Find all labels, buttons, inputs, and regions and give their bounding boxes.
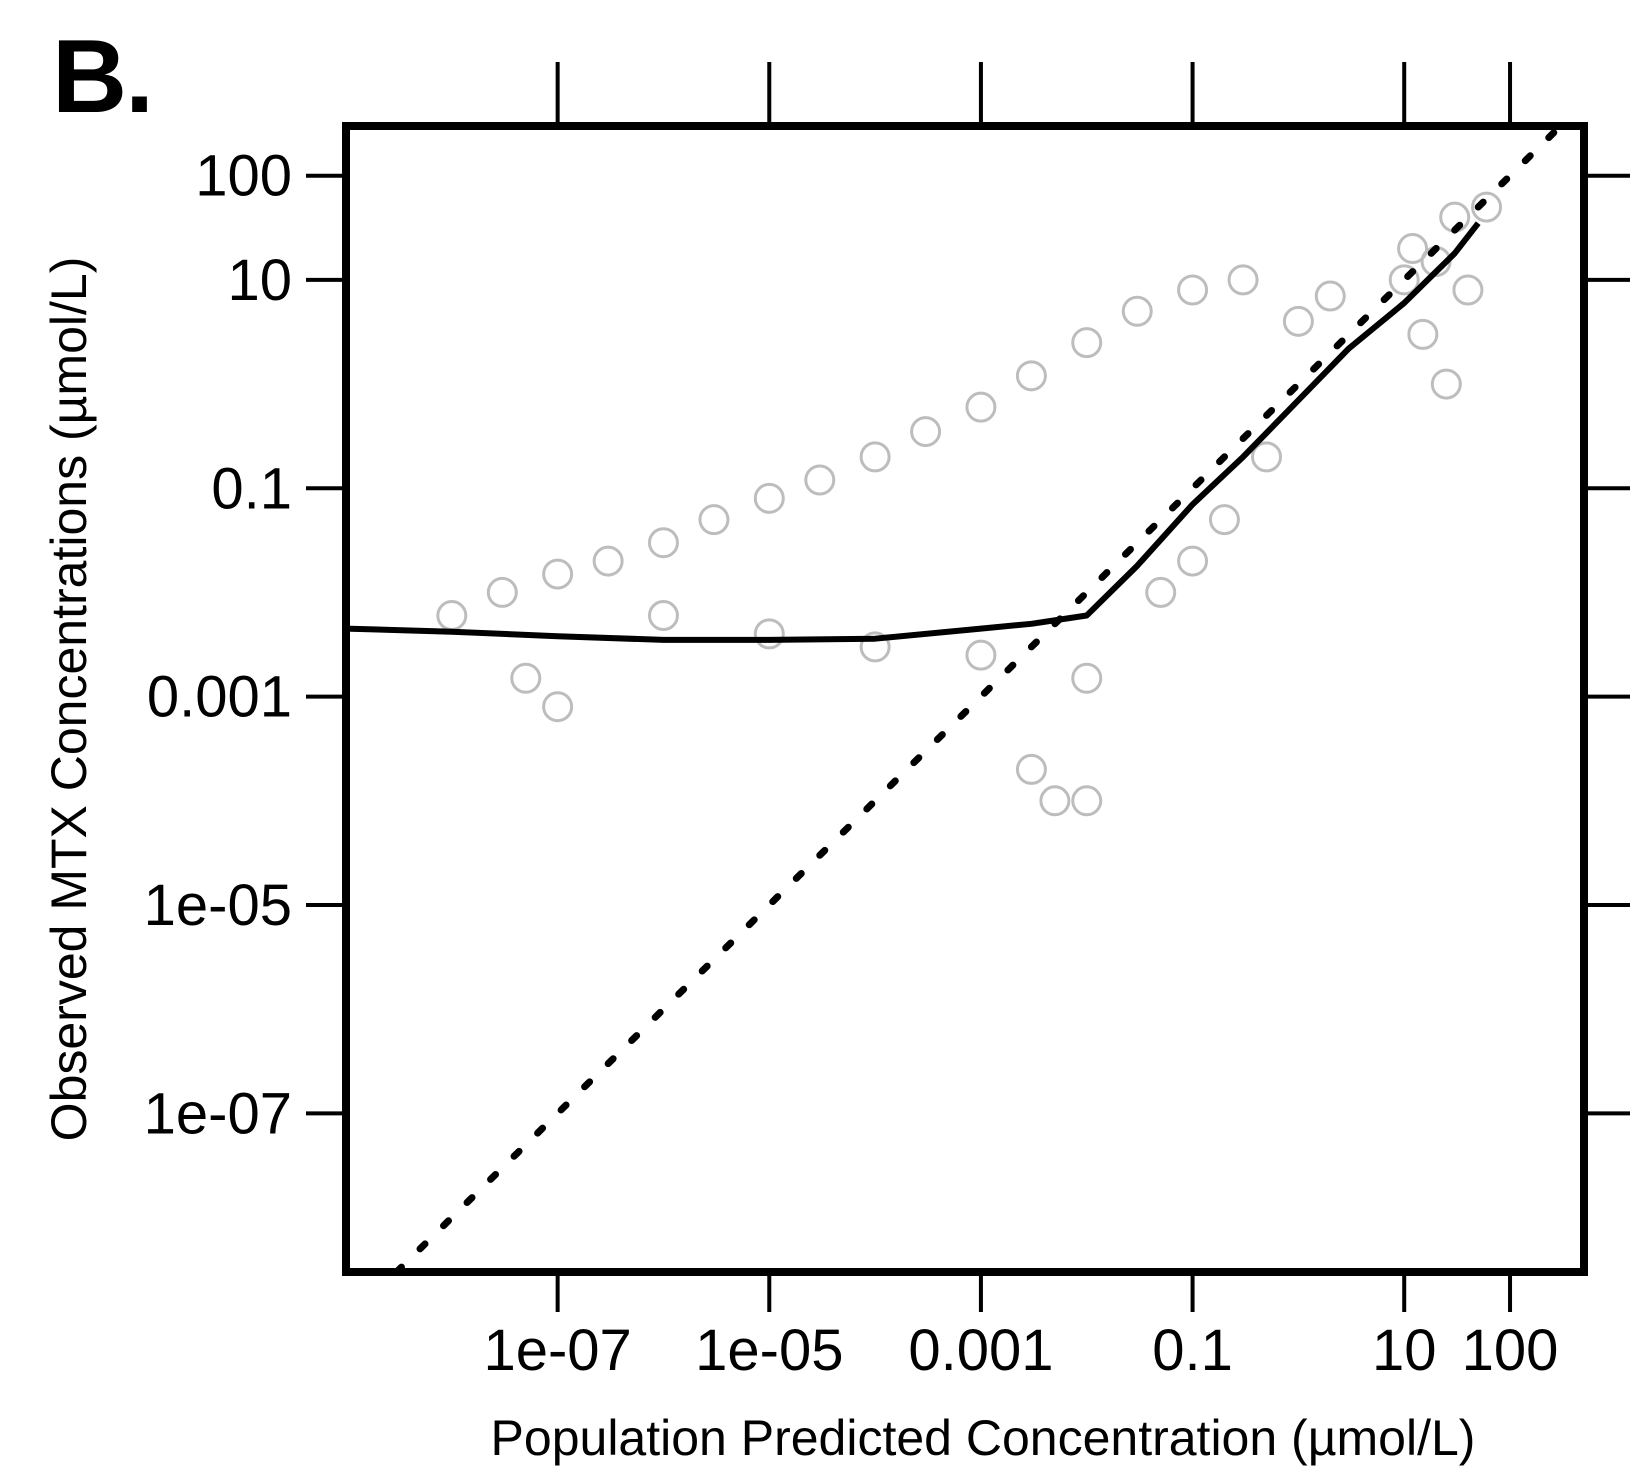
- x-tick-label: 10: [1372, 1318, 1437, 1383]
- data-point: [1015, 360, 1047, 392]
- data-point: [1471, 191, 1503, 223]
- y-tick-label: 1e-05: [144, 873, 292, 938]
- y-tick-label: 1e-07: [144, 1081, 292, 1146]
- trend-line: [345, 221, 1481, 643]
- y-tick-label: 0.001: [147, 665, 292, 730]
- data-point: [647, 527, 679, 559]
- data-point: [510, 662, 542, 694]
- data-point: [1227, 264, 1259, 296]
- data-point: [965, 639, 997, 671]
- data-point: [542, 691, 574, 723]
- y-axis-title: Observed MTX Concentrations (µmol/L): [41, 257, 97, 1142]
- data-point: [1430, 368, 1462, 400]
- y-tick-label: 10: [227, 248, 292, 313]
- panel-label: B.: [52, 19, 154, 135]
- data-point: [1397, 233, 1429, 265]
- y-tick-label: 0.1: [211, 456, 292, 521]
- identity-line: [392, 122, 1565, 1276]
- data-point: [1071, 662, 1103, 694]
- data-point: [1039, 785, 1071, 817]
- ticks-layer: 1e-07 1e-05 0.001 0.1 10 100 1e-07 1e-05 0.001 0.…: [144, 62, 1630, 1383]
- data-point: [436, 600, 468, 632]
- data-point: [647, 600, 679, 632]
- x-tick-label: 0.1: [1152, 1318, 1233, 1383]
- data-point: [1015, 753, 1047, 785]
- data-point: [910, 416, 942, 448]
- data-point: [592, 545, 624, 577]
- data-point: [698, 504, 730, 536]
- data-point: [542, 558, 574, 590]
- plot-frame: [342, 122, 1588, 1276]
- y-tick-label: 100: [195, 144, 292, 209]
- data-point: [1251, 441, 1283, 473]
- data-point: [486, 576, 518, 608]
- data-point: [859, 441, 891, 473]
- points-layer: [436, 191, 1503, 817]
- data-point: [1177, 545, 1209, 577]
- data-point: [1407, 318, 1439, 350]
- data-point: [753, 482, 785, 514]
- x-tick-label: 1e-07: [483, 1318, 631, 1383]
- data-point: [804, 464, 836, 496]
- x-tick-label: 100: [1462, 1318, 1559, 1383]
- data-point: [1177, 274, 1209, 306]
- data-point: [1208, 504, 1240, 536]
- data-point: [753, 618, 785, 650]
- data-point: [1452, 274, 1484, 306]
- x-tick-label: 0.001: [908, 1318, 1053, 1383]
- data-point: [965, 391, 997, 423]
- data-point: [859, 631, 891, 663]
- data-point: [1388, 264, 1420, 296]
- x-axis-title: Population Predicted Concentration (µmol…: [491, 1410, 1476, 1466]
- lines-layer: [345, 122, 1565, 1276]
- data-point: [1071, 785, 1103, 817]
- data-point: [1071, 327, 1103, 359]
- data-point: [1282, 305, 1314, 337]
- x-tick-label: 1e-05: [695, 1318, 843, 1383]
- data-point: [1314, 280, 1346, 312]
- data-point: [1145, 576, 1177, 608]
- data-point: [1121, 295, 1153, 327]
